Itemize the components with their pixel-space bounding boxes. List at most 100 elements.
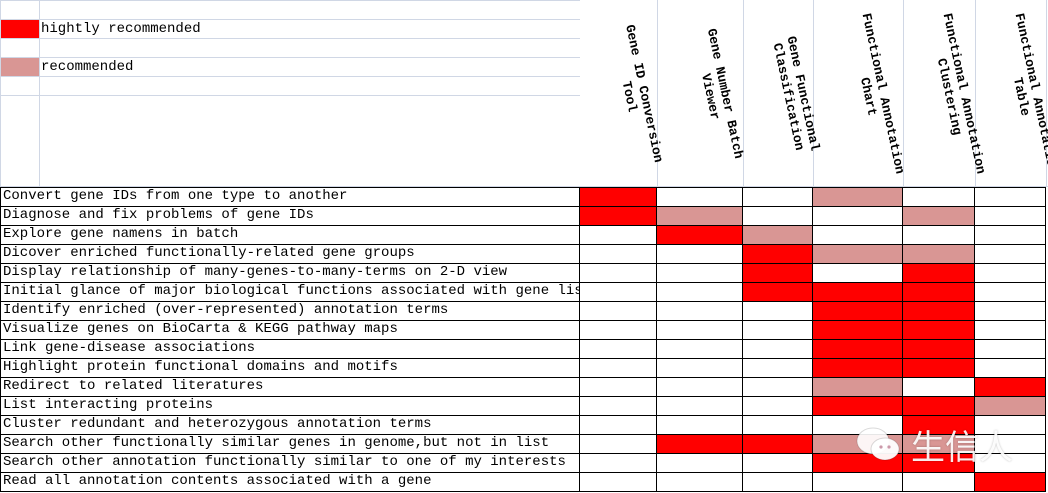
cell-empty xyxy=(579,244,657,264)
cell-empty xyxy=(579,282,657,302)
cell-highly-recommended xyxy=(902,301,975,321)
cell-empty xyxy=(656,339,743,359)
cell-recommended xyxy=(812,187,903,207)
column-header: Functional Annotation Table xyxy=(975,0,1048,187)
column-header-label: Functional Annotation Chart xyxy=(856,11,908,176)
task-label: Link gene-disease associations xyxy=(0,339,580,359)
column-header: Gene ID Conversion Tool xyxy=(580,0,665,187)
cell-recommended xyxy=(902,244,975,264)
cell-empty xyxy=(656,472,743,492)
cell-empty xyxy=(579,339,657,359)
cell-empty xyxy=(974,225,1046,245)
task-label: Redirect to related literatures xyxy=(0,377,580,397)
cell-empty xyxy=(656,358,743,378)
cell-empty xyxy=(974,320,1046,340)
cell-empty xyxy=(742,339,813,359)
cell-empty xyxy=(579,320,657,340)
gridline xyxy=(0,0,580,1)
cell-highly-recommended xyxy=(742,244,813,264)
cell-empty xyxy=(742,187,813,207)
cell-empty xyxy=(742,415,813,435)
task-label: Visualize genes on BioCarta & KEGG pathw… xyxy=(0,320,580,340)
column-header-label: Functional Annotation Table xyxy=(1009,11,1048,176)
cell-empty xyxy=(579,263,657,283)
cell-empty xyxy=(812,472,903,492)
cell-recommended xyxy=(812,377,903,397)
cell-empty xyxy=(742,396,813,416)
task-label: Diagnose and fix problems of gene IDs xyxy=(0,206,580,226)
task-label: Read all annotation contents associated … xyxy=(0,472,580,492)
gridline xyxy=(0,186,1048,187)
column-header: Gene Functional Classification xyxy=(743,0,823,187)
cell-empty xyxy=(742,377,813,397)
cell-empty xyxy=(656,320,743,340)
cell-highly-recommended xyxy=(812,301,903,321)
cell-empty xyxy=(656,301,743,321)
cell-empty xyxy=(974,263,1046,283)
cell-empty xyxy=(902,472,975,492)
cell-empty xyxy=(579,301,657,321)
cell-empty xyxy=(579,377,657,397)
gridline xyxy=(0,57,580,58)
cell-empty xyxy=(579,453,657,473)
cell-highly-recommended xyxy=(902,320,975,340)
cell-empty xyxy=(656,244,743,264)
task-label: Highlight protein functional domains and… xyxy=(0,358,580,378)
cell-empty xyxy=(656,187,743,207)
cell-highly-recommended xyxy=(812,282,903,302)
cell-highly-recommended xyxy=(579,206,657,226)
cell-empty xyxy=(579,358,657,378)
gridline xyxy=(0,76,580,77)
task-label: Explore gene namens in batch xyxy=(0,225,580,245)
column-header: Functional Annotation Clustering xyxy=(903,0,988,187)
cell-empty xyxy=(656,282,743,302)
cell-empty xyxy=(812,263,903,283)
cell-recommended xyxy=(656,206,743,226)
task-label: List interacting proteins xyxy=(0,396,580,416)
column-header: Gene Number Batch Viewer xyxy=(657,0,746,187)
cell-highly-recommended xyxy=(812,358,903,378)
cell-empty xyxy=(974,206,1046,226)
legend-label-high: hightly recommended xyxy=(41,21,201,37)
cell-empty xyxy=(742,453,813,473)
cell-highly-recommended xyxy=(656,225,743,245)
cell-empty xyxy=(974,244,1046,264)
cell-empty xyxy=(742,472,813,492)
cell-empty xyxy=(579,225,657,245)
legend-swatch-high xyxy=(1,20,39,38)
gridline xyxy=(0,95,580,96)
cell-highly-recommended xyxy=(902,339,975,359)
cell-empty xyxy=(579,472,657,492)
cell-empty xyxy=(974,187,1046,207)
cell-empty xyxy=(579,396,657,416)
cell-highly-recommended xyxy=(812,339,903,359)
cell-empty xyxy=(974,339,1046,359)
cell-highly-recommended xyxy=(812,320,903,340)
legend-swatch-recommended xyxy=(1,58,39,76)
cell-empty xyxy=(742,358,813,378)
task-label: Dicover enriched functionally-related ge… xyxy=(0,244,580,264)
cell-highly-recommended xyxy=(656,434,743,454)
task-label: Display relationship of many-genes-to-ma… xyxy=(0,263,580,283)
cell-empty xyxy=(742,301,813,321)
cell-highly-recommended xyxy=(902,396,975,416)
gridline xyxy=(0,19,580,20)
task-label: Convert gene IDs from one type to anothe… xyxy=(0,187,580,207)
cell-empty xyxy=(974,282,1046,302)
cell-empty xyxy=(742,206,813,226)
legend-label-recommended: recommended xyxy=(41,59,134,75)
gridline xyxy=(0,38,580,39)
cell-highly-recommended xyxy=(579,187,657,207)
task-label: Search other annotation functionally sim… xyxy=(0,453,580,473)
gridline xyxy=(39,0,40,187)
cell-empty xyxy=(656,396,743,416)
cell-highly-recommended xyxy=(974,472,1046,492)
task-label: Search other functionally similar genes … xyxy=(0,434,580,454)
cell-highly-recommended xyxy=(812,396,903,416)
cell-highly-recommended xyxy=(902,358,975,378)
task-label: Cluster redundant and heterozygous annot… xyxy=(0,415,580,435)
cell-highly-recommended xyxy=(974,377,1046,397)
wechat-icon xyxy=(856,427,900,460)
cell-recommended xyxy=(812,244,903,264)
cell-highly-recommended xyxy=(902,263,975,283)
